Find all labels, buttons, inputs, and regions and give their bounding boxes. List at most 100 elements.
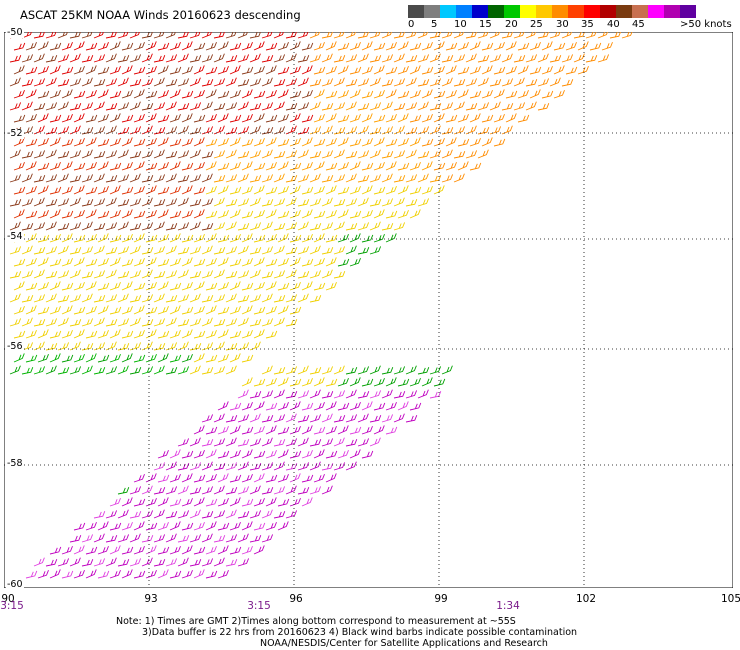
wind-barb (201, 223, 214, 231)
wind-barb (453, 173, 465, 183)
wind-barb (349, 186, 361, 195)
wind-barb (321, 125, 333, 135)
wind-barb (441, 102, 454, 111)
wind-barb (217, 498, 229, 507)
wind-barb (181, 41, 193, 51)
wind-barb (397, 41, 409, 51)
wind-barb (105, 125, 117, 135)
wind-barb (177, 197, 189, 207)
wind-barb (493, 42, 505, 51)
wind-barb (157, 186, 170, 195)
wind-barb (217, 473, 229, 483)
wind-barb (129, 245, 141, 255)
wind-barb (333, 102, 346, 111)
wind-barb (225, 293, 237, 303)
wind-barb (373, 42, 386, 51)
wind-barb (237, 486, 250, 495)
wind-barb (177, 150, 190, 159)
wind-barb (69, 269, 81, 279)
wind-barb (253, 450, 266, 459)
map-title: ASCAT 25KM NOAA Winds 20160623 descendin… (20, 8, 301, 22)
wind-barb (261, 221, 273, 231)
wind-barb (253, 401, 265, 411)
wind-barb (81, 174, 94, 183)
wind-barb (213, 319, 226, 327)
wind-barb (169, 233, 181, 243)
wind-barb (129, 151, 142, 159)
wind-barb (61, 282, 74, 291)
wind-barb (237, 245, 249, 255)
wind-barb (249, 247, 262, 255)
wind-barb (321, 485, 333, 495)
wind-barb (337, 42, 350, 51)
wind-barb (229, 234, 241, 243)
wind-barb (309, 54, 322, 63)
wind-barb (133, 66, 146, 75)
wind-barb (289, 41, 301, 51)
wind-barb (313, 258, 325, 267)
wind-barb (69, 319, 82, 327)
wind-barb (205, 258, 217, 267)
wind-barb (181, 570, 193, 579)
wind-barb (409, 90, 421, 99)
wind-barb (201, 126, 214, 135)
wind-barb (277, 449, 289, 459)
wind-barb (273, 317, 285, 327)
wind-barb (261, 293, 273, 303)
wind-barb (189, 509, 201, 519)
wind-barb (465, 53, 477, 63)
wind-barb (357, 222, 370, 231)
wind-barb (229, 330, 242, 339)
wind-barb (261, 487, 274, 495)
wind-barb (369, 246, 382, 255)
wind-barb (213, 510, 226, 519)
wind-barb (325, 113, 337, 123)
wind-barb (169, 354, 182, 363)
wind-barb (321, 175, 334, 183)
wind-barb (217, 401, 229, 411)
wind-barb (13, 306, 25, 315)
wind-barb (349, 138, 362, 147)
wind-barb (129, 198, 142, 207)
wind-barb (33, 557, 45, 567)
wind-barb (141, 53, 153, 63)
wind-barb (165, 151, 178, 159)
wind-barb (229, 186, 242, 195)
wind-barb (181, 234, 194, 243)
wind-barb (69, 125, 81, 135)
wind-barb (325, 473, 337, 483)
wind-barb (57, 317, 69, 327)
wind-barb (73, 522, 86, 531)
wind-barb (37, 306, 50, 315)
wind-barb (93, 54, 106, 63)
wind-barb (145, 570, 157, 579)
wind-barb (157, 234, 169, 243)
wind-barb (321, 438, 334, 447)
wind-barb (349, 66, 362, 75)
wind-barb (265, 90, 277, 99)
wind-barb (277, 305, 289, 315)
wind-barb (469, 113, 481, 123)
wind-barb (49, 281, 61, 291)
wind-barb (345, 54, 358, 63)
wind-barb (153, 127, 166, 135)
wind-barb (73, 41, 85, 51)
wind-barb (217, 185, 229, 195)
wind-barb (313, 114, 325, 123)
wind-barb (249, 222, 262, 231)
wind-barb (241, 89, 253, 99)
wind-barb (445, 114, 458, 123)
wind-barb (121, 497, 133, 507)
wind-barb (457, 42, 469, 51)
wind-barb (373, 402, 386, 411)
wind-barb (169, 330, 181, 339)
wind-barb (157, 42, 170, 51)
wind-barb (229, 281, 241, 291)
lon-label: 93 (144, 593, 158, 605)
wind-barb (481, 90, 493, 99)
wind-barb (417, 126, 430, 135)
wind-barb (21, 367, 34, 375)
wind-barb (325, 162, 338, 171)
wind-barb (501, 78, 514, 87)
wind-barb (169, 498, 182, 507)
